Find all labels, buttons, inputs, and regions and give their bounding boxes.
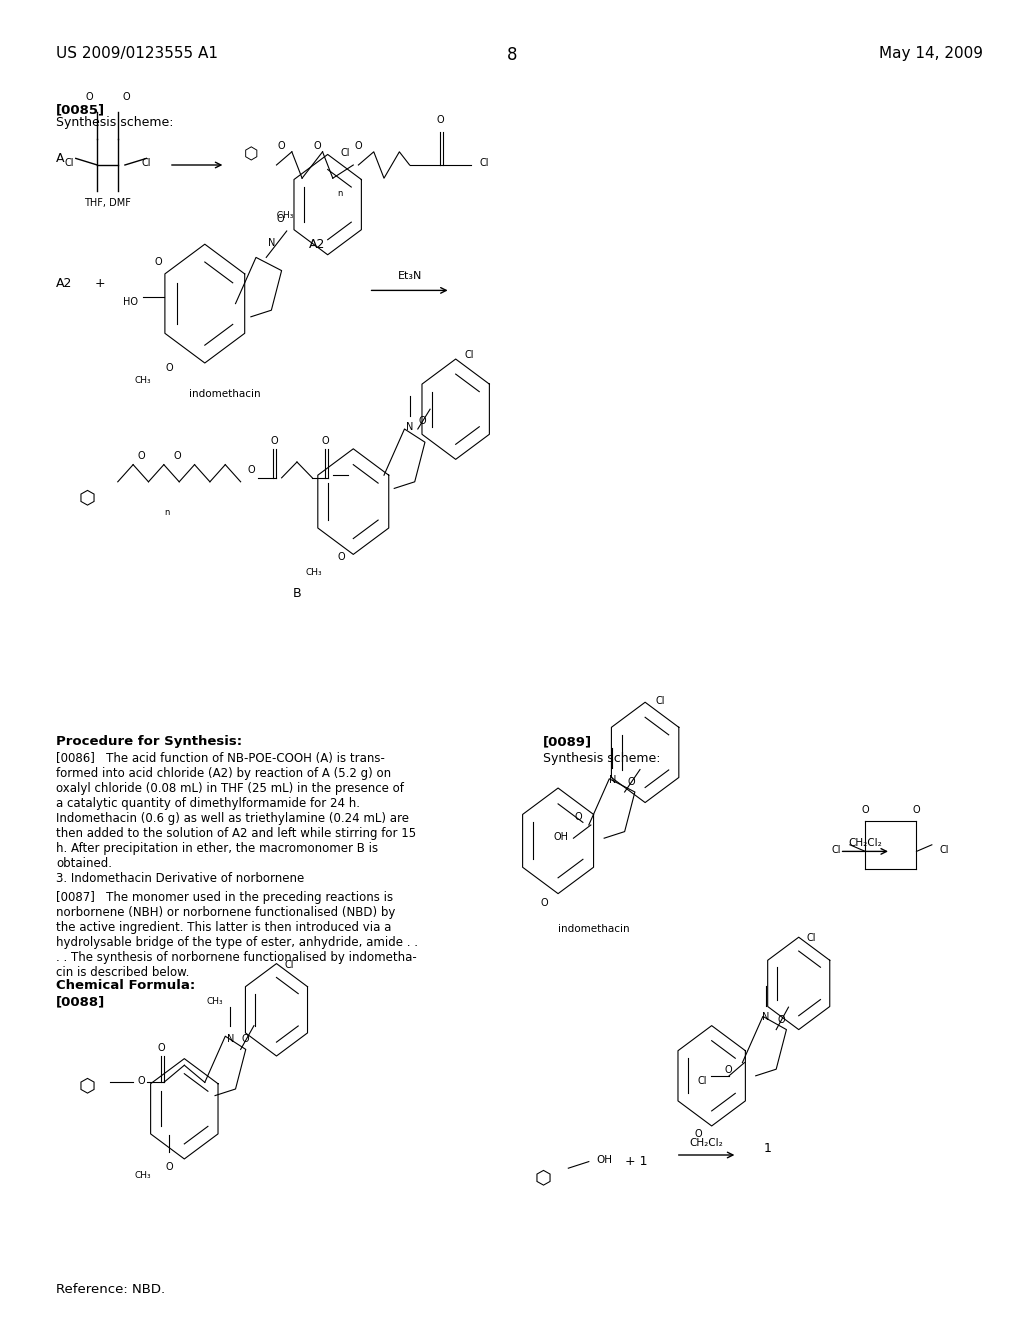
Text: Cl: Cl xyxy=(464,350,474,360)
Text: Cl: Cl xyxy=(831,845,842,855)
Text: O: O xyxy=(158,1043,166,1053)
Text: N: N xyxy=(406,422,414,433)
Text: Cl: Cl xyxy=(65,158,75,169)
Text: Cl: Cl xyxy=(340,148,350,158)
Text: O: O xyxy=(628,777,636,788)
Text: [0086]   The acid function of NB-POE-COOH (A) is trans-
formed into acid chlorid: [0086] The acid function of NB-POE-COOH … xyxy=(56,752,417,886)
Text: A2: A2 xyxy=(56,277,73,290)
Text: O: O xyxy=(165,1162,173,1172)
Text: CH₃: CH₃ xyxy=(135,376,152,385)
Text: [0089]: [0089] xyxy=(543,735,592,748)
Text: + 1: + 1 xyxy=(625,1155,647,1168)
Text: Cl: Cl xyxy=(697,1076,707,1086)
Text: O: O xyxy=(155,257,163,268)
Text: [0087]   The monomer used in the preceding reactions is
norbornene (NBH) or norb: [0087] The monomer used in the preceding… xyxy=(56,891,419,979)
Text: CH₃: CH₃ xyxy=(306,568,323,577)
Text: O: O xyxy=(242,1034,250,1044)
Text: O: O xyxy=(313,141,322,152)
Text: Reference: NBD.: Reference: NBD. xyxy=(56,1283,166,1296)
Text: O: O xyxy=(137,1076,145,1086)
Text: O: O xyxy=(354,141,362,152)
Text: Cl: Cl xyxy=(479,158,488,169)
Text: Cl: Cl xyxy=(655,696,666,706)
Text: O: O xyxy=(85,92,93,103)
Text: A2: A2 xyxy=(309,238,326,251)
Text: N: N xyxy=(762,1012,770,1023)
Text: ⬡: ⬡ xyxy=(79,488,95,507)
Text: Procedure for Synthesis:: Procedure for Synthesis: xyxy=(56,735,243,748)
Text: N: N xyxy=(226,1034,234,1044)
Text: May 14, 2009: May 14, 2009 xyxy=(879,46,983,61)
Text: Cl: Cl xyxy=(141,158,152,169)
Text: N: N xyxy=(608,775,616,785)
Text: OH: OH xyxy=(596,1155,612,1166)
Text: A: A xyxy=(56,152,65,165)
Text: O: O xyxy=(418,416,426,426)
Text: O: O xyxy=(173,451,181,462)
Text: O: O xyxy=(322,436,330,446)
Text: US 2009/0123555 A1: US 2009/0123555 A1 xyxy=(56,46,218,61)
Text: CH₃: CH₃ xyxy=(135,1171,152,1180)
Text: N: N xyxy=(267,238,275,248)
Text: ⬡: ⬡ xyxy=(244,145,258,164)
Text: O: O xyxy=(278,141,286,152)
Text: O: O xyxy=(574,812,583,822)
Text: CH₂Cl₂: CH₂Cl₂ xyxy=(690,1138,723,1148)
Text: [0085]: [0085] xyxy=(56,103,105,116)
Text: O: O xyxy=(137,451,145,462)
Text: Cl: Cl xyxy=(284,960,294,970)
Text: O: O xyxy=(122,92,130,103)
Text: ⬡: ⬡ xyxy=(535,1168,551,1187)
Text: O: O xyxy=(861,805,869,816)
Text: O: O xyxy=(725,1065,732,1076)
Text: THF, DMF: THF, DMF xyxy=(84,198,131,209)
Text: O: O xyxy=(541,898,549,908)
Text: Chemical Formula:: Chemical Formula: xyxy=(56,979,196,993)
Text: n: n xyxy=(164,508,170,517)
Text: O: O xyxy=(694,1129,702,1139)
Text: O: O xyxy=(337,552,345,562)
Text: OH: OH xyxy=(553,832,568,842)
Text: ⬡: ⬡ xyxy=(79,1076,95,1094)
Text: Synthesis scheme:: Synthesis scheme: xyxy=(56,116,174,129)
Text: 1: 1 xyxy=(764,1142,772,1155)
Text: CH₃: CH₃ xyxy=(207,997,223,1006)
Text: 8: 8 xyxy=(507,46,517,65)
Text: n: n xyxy=(337,189,343,198)
Text: CH₃: CH₃ xyxy=(271,211,294,220)
Text: O: O xyxy=(912,805,921,816)
Text: O: O xyxy=(276,214,285,224)
Text: O: O xyxy=(165,363,173,374)
Text: O: O xyxy=(436,115,444,125)
Text: Cl: Cl xyxy=(806,933,816,944)
Text: indomethacin: indomethacin xyxy=(558,924,630,935)
Text: HO: HO xyxy=(123,297,138,308)
Text: O: O xyxy=(247,465,255,475)
Text: O: O xyxy=(777,1015,785,1026)
Text: B: B xyxy=(293,587,301,601)
Text: O: O xyxy=(270,436,279,446)
Text: Synthesis scheme:: Synthesis scheme: xyxy=(543,752,660,766)
Text: CH₂Cl₂: CH₂Cl₂ xyxy=(849,838,882,849)
Text: Et₃N: Et₃N xyxy=(397,271,422,281)
Text: [0088]: [0088] xyxy=(56,995,105,1008)
Text: +: + xyxy=(87,277,105,290)
Text: Cl: Cl xyxy=(939,845,949,855)
Text: indomethacin: indomethacin xyxy=(189,389,261,400)
